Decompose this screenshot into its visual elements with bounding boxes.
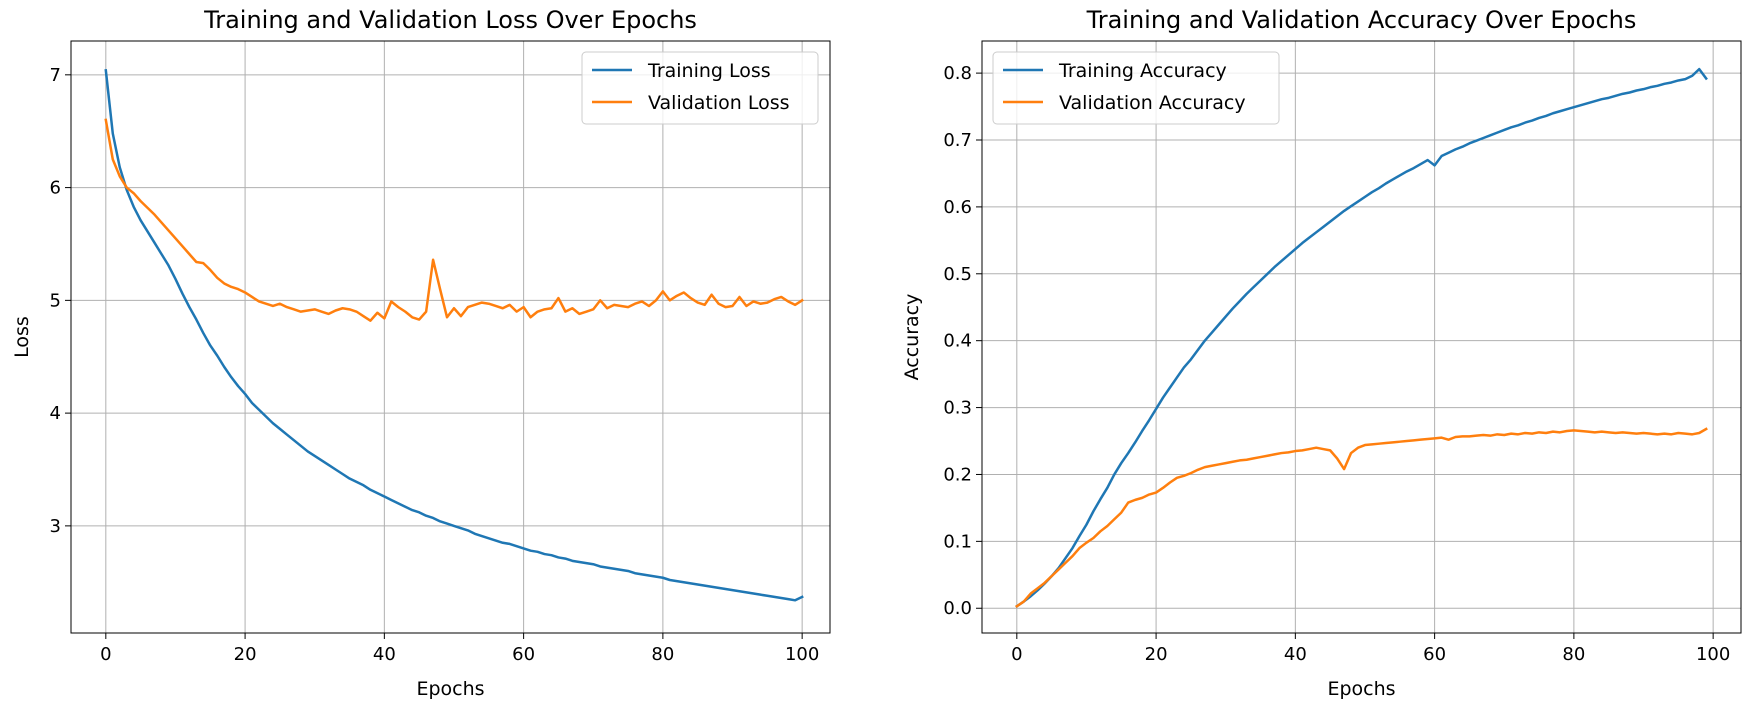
- chart-panel-1: 0 20 40 60 80 100 3 4 5 6 7 Training and Validation…: [11, 6, 831, 700]
- x-axis-label: Epochs: [1327, 678, 1395, 700]
- y-tick-label: 4: [50, 403, 61, 424]
- y-tick-label: 0.4: [943, 331, 972, 352]
- x-tick-label: 20: [1145, 644, 1168, 665]
- x-tick-label: 0: [100, 644, 111, 665]
- chart-panel-2: 0 20 40 60 80 100 0.0 0.1 0.2 0.3 0.4 0.5 0.6 0.7 0.8 T…: [901, 6, 1742, 700]
- x-tick-label: 60: [512, 644, 535, 665]
- series-line-validation-loss: [104, 118, 804, 322]
- x-tick-label: 80: [651, 644, 674, 665]
- x-tick-label: 40: [373, 644, 396, 665]
- y-tick-label: 0.8: [943, 63, 972, 84]
- legend-box: [992, 51, 1280, 125]
- x-tick-label: 80: [1562, 644, 1585, 665]
- axes-frame: [70, 40, 831, 634]
- chart-title: Training and Validation Accuracy Over Ep…: [1086, 6, 1637, 34]
- legend-label: Training Loss: [647, 60, 771, 82]
- y-tick-label: 6: [50, 178, 61, 199]
- y-tick-label: 5: [50, 290, 61, 311]
- y-axis-label: Accuracy: [901, 294, 923, 381]
- y-tick-label: 0.0: [943, 598, 972, 619]
- legend: Training Loss Validation Loss: [581, 51, 819, 125]
- y-tick-label: 7: [50, 65, 61, 86]
- legend-label: Validation Accuracy: [1059, 92, 1246, 114]
- x-tick-label: 0: [1011, 644, 1022, 665]
- chart-title: Training and Validation Loss Over Epochs: [203, 6, 697, 34]
- grid: [71, 41, 830, 633]
- x-tick-label: 100: [1696, 644, 1730, 665]
- y-tick-label: 0.1: [943, 531, 972, 552]
- y-tick-label: 3: [50, 516, 61, 537]
- y-axis-label: Loss: [11, 316, 33, 358]
- y-tick-label: 0.2: [943, 464, 972, 485]
- series-line-training-accuracy: [1015, 67, 1708, 608]
- y-tick-label: 0.7: [943, 130, 972, 151]
- y-tick-label: 0.3: [943, 398, 972, 419]
- x-tick-label: 60: [1423, 644, 1446, 665]
- legend-label: Validation Loss: [648, 92, 790, 114]
- legend-label: Training Accuracy: [1058, 60, 1227, 82]
- legend: Training Accuracy Validation Accuracy: [992, 51, 1280, 125]
- y-tick-label: 0.5: [943, 264, 972, 285]
- x-tick-label: 20: [234, 644, 257, 665]
- x-axis-label: Epochs: [416, 678, 484, 700]
- y-tick-label: 0.6: [943, 197, 972, 218]
- x-tick-label: 100: [785, 644, 819, 665]
- legend-box: [581, 51, 819, 125]
- series-line-validation-accuracy: [1015, 427, 1708, 608]
- axes-frame: [981, 40, 1742, 634]
- grid: [982, 41, 1741, 633]
- series-line-training-loss: [104, 68, 804, 602]
- x-tick-label: 40: [1284, 644, 1307, 665]
